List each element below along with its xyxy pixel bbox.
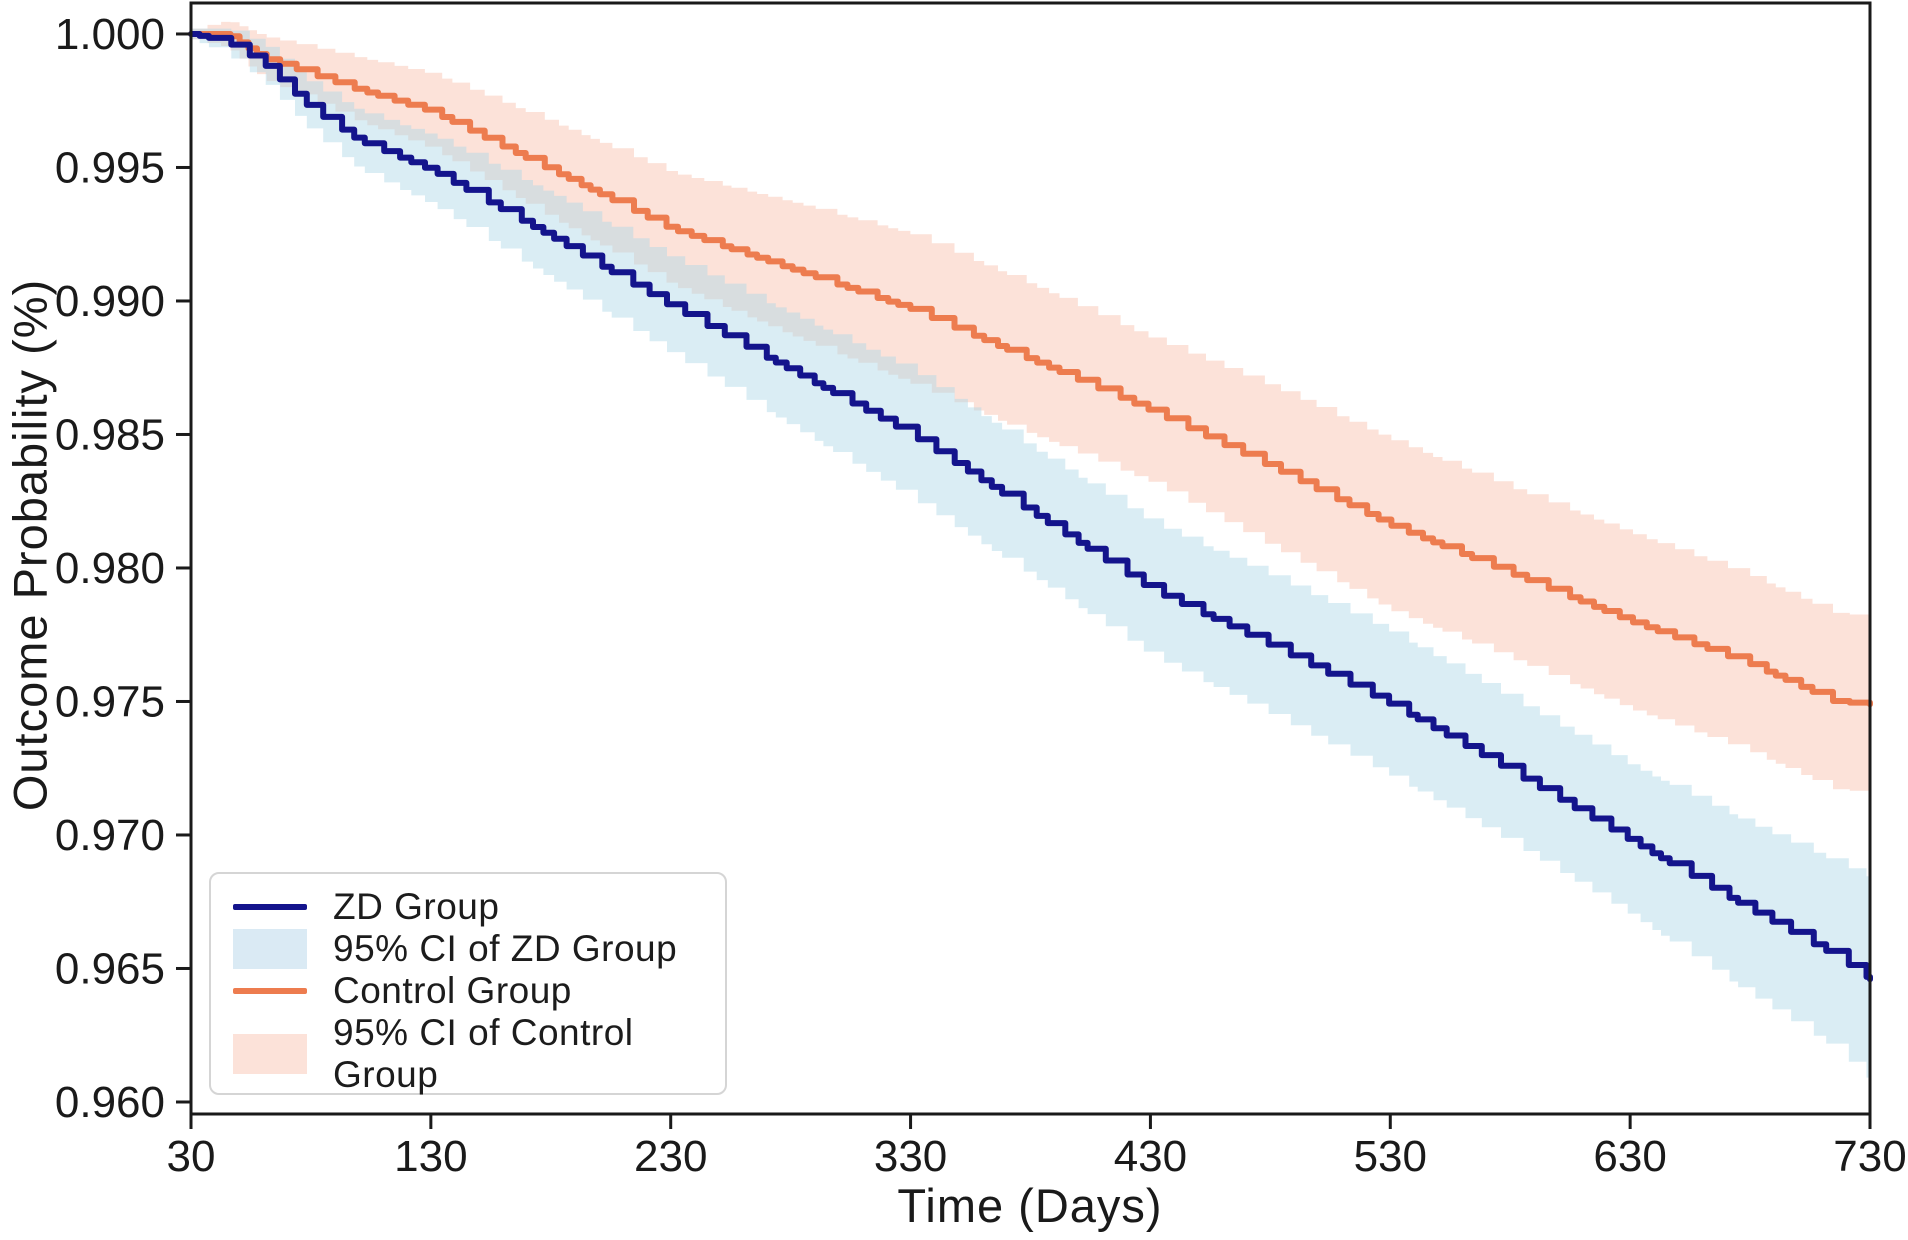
x-tick-label: 130	[394, 1132, 467, 1181]
zd-ci-swatch	[233, 929, 307, 969]
legend-label: ZD Group	[333, 886, 500, 927]
legend-label: 95% CI of ZD Group	[333, 928, 678, 969]
legend-swatch-box	[233, 988, 307, 994]
y-tick-label: 0.975	[55, 677, 165, 726]
axes-spines	[189, 1, 1872, 1116]
y-axis-title: Outcome Probability (%)	[3, 278, 57, 812]
x-tick-label: 230	[634, 1132, 707, 1181]
y-tick-label: 0.985	[55, 410, 165, 459]
legend-item-zd-ci: 95% CI of ZD Group	[233, 928, 703, 970]
survival-curve-zd-group	[188, 31, 1873, 983]
legend: ZD Group 95% CI of ZD Group Control Grou…	[209, 872, 727, 1095]
ci-band-control-group	[191, 21, 1870, 793]
y-tick-label: 0.970	[55, 811, 165, 860]
y-tick-label: 0.960	[55, 1078, 165, 1127]
x-axis-title: Time (Days)	[897, 1179, 1163, 1232]
y-tick-label: 0.995	[55, 143, 165, 192]
y-tick-label: 0.965	[55, 944, 165, 993]
legend-swatch-box	[233, 929, 307, 969]
control-ci-swatch	[233, 1034, 307, 1074]
legend-swatch-box	[233, 904, 307, 910]
legend-swatch-box	[233, 1034, 307, 1074]
survival-curve-control-group	[188, 31, 1873, 708]
control-line-swatch	[233, 988, 307, 994]
x-tick-label: 430	[1114, 1132, 1187, 1181]
legend-label: Control Group	[333, 970, 572, 1011]
x-tick-label: 630	[1593, 1132, 1666, 1181]
legend-item-zd-line: ZD Group	[233, 886, 703, 928]
y-tick-label: 0.990	[55, 277, 165, 326]
legend-label: 95% CI of Control Group	[333, 1012, 634, 1095]
y-tick-label: 1.000	[55, 10, 165, 59]
x-tick-label: 530	[1354, 1132, 1427, 1181]
x-tick-label: 730	[1833, 1132, 1906, 1181]
legend-item-control-line: Control Group	[233, 970, 703, 1012]
x-tick-label: 30	[167, 1132, 216, 1181]
legend-item-control-ci: 95% CI of Control Group	[233, 1012, 703, 1096]
zd-line-swatch	[233, 904, 307, 910]
y-tick-label: 0.980	[55, 544, 165, 593]
ci-band-zd-group	[191, 28, 1870, 1081]
x-tick-label: 330	[874, 1132, 947, 1181]
